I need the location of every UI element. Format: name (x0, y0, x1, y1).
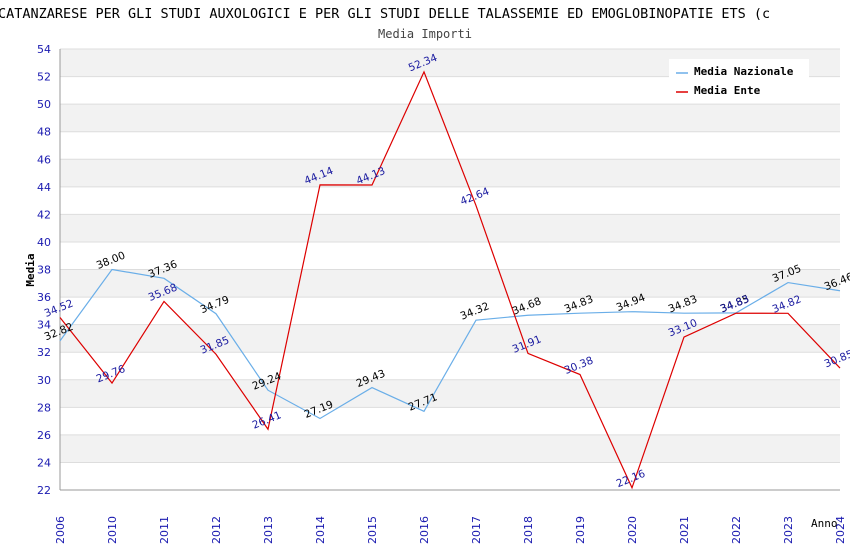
legend-label: Media Nazionale (694, 65, 794, 78)
x-tick-label: 2020 (626, 516, 639, 544)
x-tick-label: 2012 (210, 516, 223, 544)
series-line (59, 268, 841, 420)
grid-band (60, 324, 840, 353)
grid-band (60, 241, 840, 270)
y-axis-label: Media (24, 253, 37, 286)
chart-subtitle: Media Importi (378, 27, 472, 41)
legend: Media Nazionale Media Ente (669, 59, 809, 102)
y-tick-label: 26 (37, 429, 51, 442)
y-tick-labels: 22 24 26 28 30 32 34 36 38 40 42 44 46 48 50 52 54 (37, 43, 51, 497)
grid-band (60, 269, 840, 298)
y-tick-label: 32 (37, 346, 51, 359)
x-tick-label: 2006 (54, 516, 67, 544)
y-tick-label: 44 (37, 181, 51, 194)
x-tick-label: 2018 (522, 516, 535, 544)
x-tick-label: 2019 (574, 516, 587, 544)
grid-band (60, 462, 840, 490)
series-media-nazionale (59, 268, 841, 420)
grid-band (60, 186, 840, 215)
grid-band (60, 407, 840, 435)
grid-lines (60, 48, 840, 491)
grid-band (60, 379, 840, 408)
y-tick-label: 38 (37, 264, 51, 277)
chart-title: CATANZARESE PER GLI STUDI AUXOLOGICI E P… (0, 6, 771, 22)
series-line (59, 70, 841, 490)
legend-box (669, 59, 809, 102)
legend-label: Media Ente (694, 84, 761, 97)
x-tick-label: 2013 (262, 516, 275, 544)
x-tick-label: 2021 (678, 516, 691, 544)
x-tick-label: 2011 (158, 516, 171, 544)
x-tick-labels: 2006 2010 2011 2012 2013 2014 2015 2016 2017 2018… (54, 516, 847, 544)
y-tick-label: 54 (37, 43, 51, 56)
y-tick-label: 46 (37, 153, 51, 166)
y-tick-label: 22 (37, 484, 51, 497)
x-tick-label: 2016 (418, 516, 431, 544)
x-tick-label: 2023 (782, 516, 795, 544)
y-tick-label: 52 (37, 71, 51, 84)
grid-band (60, 131, 840, 160)
x-tick-label: 2010 (106, 516, 119, 544)
grid-band (60, 104, 840, 132)
y-tick-label: 40 (37, 236, 51, 249)
x-tick-label: 2015 (366, 516, 379, 544)
x-tick-label: 2014 (314, 516, 327, 544)
grid-bands (60, 49, 840, 490)
y-tick-label: 50 (37, 98, 51, 111)
y-tick-label: 42 (37, 208, 51, 221)
grid-band (60, 214, 840, 242)
y-tick-label: 28 (37, 401, 51, 414)
y-tick-label: 24 (37, 456, 51, 469)
grid-band (60, 434, 840, 463)
x-tick-label: 2022 (730, 516, 743, 544)
x-tick-label: 2024 (834, 516, 847, 544)
grid-band (60, 159, 840, 187)
y-tick-label: 48 (37, 126, 51, 139)
y-tick-label: 36 (37, 291, 51, 304)
x-axis-label: Anno (811, 517, 838, 530)
y-tick-label: 34 (37, 319, 51, 332)
y-tick-label: 30 (37, 374, 51, 387)
grid-band (60, 297, 840, 325)
series-media-ente (59, 70, 841, 490)
x-tick-label: 2017 (470, 516, 483, 544)
